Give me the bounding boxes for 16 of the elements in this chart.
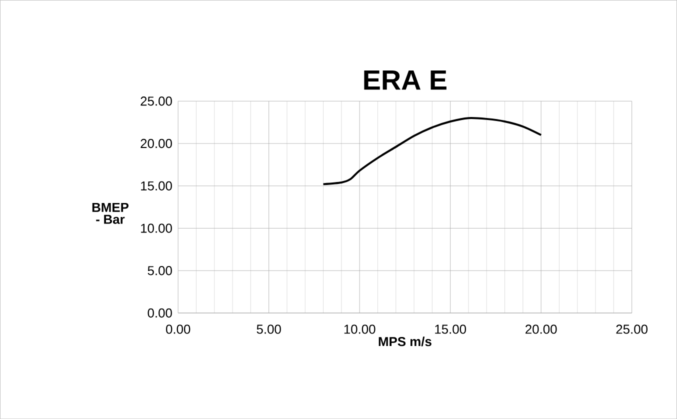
x-axis-title: MPS m/s <box>378 336 432 346</box>
x-tick-label: 25.00 <box>616 324 648 334</box>
x-tick-label: 10.00 <box>344 324 376 334</box>
chart-title: ERA E <box>364 70 446 90</box>
x-tick-label: 20.00 <box>526 324 557 334</box>
x-tick-label: 15.00 <box>435 324 466 334</box>
x-tick-label: 0.00 <box>166 324 190 334</box>
y-axis-title: BMEP - Bar <box>92 202 129 224</box>
y-tick-label: 0.00 <box>148 308 172 318</box>
line-series <box>322 116 542 186</box>
y-tick-label: 20.00 <box>140 138 172 148</box>
y-tick-label: 25.00 <box>140 96 172 106</box>
y-tick-label: 15.00 <box>141 181 172 190</box>
x-tick-label: 5.00 <box>256 324 281 334</box>
y-tick-label: 5.00 <box>148 266 172 276</box>
y-tick-label: 10.00 <box>141 224 172 233</box>
